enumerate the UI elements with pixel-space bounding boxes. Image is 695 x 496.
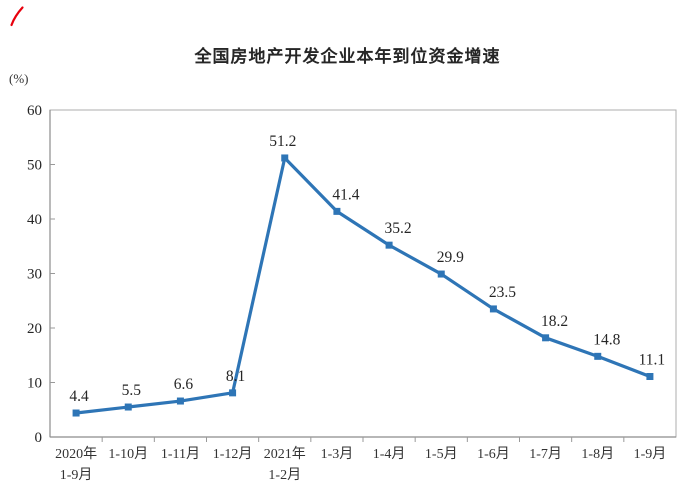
- data-point-marker: [385, 241, 393, 249]
- plot-border: [49, 109, 677, 438]
- chart-title: 全国房地产开发企业本年到位资金增速: [194, 47, 501, 66]
- x-category-label: 2021年 1-2月: [264, 446, 306, 483]
- data-value-label: 14.8: [593, 331, 620, 348]
- data-point-marker: [542, 334, 550, 342]
- data-point-marker: [437, 270, 445, 278]
- data-value-label: 35.2: [385, 220, 412, 237]
- data-point-marker: [594, 352, 602, 360]
- data-value-label: 4.4: [69, 388, 89, 405]
- data-series-line: [74, 156, 652, 415]
- y-tick-label: 20: [27, 321, 42, 337]
- data-value-label: 23.5: [489, 284, 516, 301]
- data-value-label: 29.9: [437, 249, 464, 266]
- x-category-label: 1-11月: [161, 446, 200, 462]
- x-category-label: 1-6月: [477, 446, 510, 462]
- data-point-marker: [333, 207, 341, 215]
- y-tick-label: 10: [27, 376, 42, 392]
- y-tick-label: 50: [27, 158, 42, 174]
- x-category-label: 1-9月: [634, 446, 667, 462]
- y-axis-unit-label: (%): [9, 71, 29, 86]
- data-value-labels: 4.4 5.5 6.6 8.1 51.2 41.4 35.2 29.9 23.5 18.2 14.8…: [69, 133, 665, 405]
- data-value-label: 51.2: [269, 133, 296, 150]
- x-axis-category-labels: 2020年 1-9月 1-10月 1-11月 1-12月 2021年 1-2月 1-3月 1-4…: [55, 446, 666, 483]
- data-value-label: 41.4: [332, 186, 359, 203]
- data-value-label: 11.1: [639, 352, 666, 369]
- data-value-label: 5.5: [122, 382, 142, 399]
- data-point-marker: [124, 403, 132, 411]
- data-value-label: 6.6: [174, 376, 194, 393]
- x-category-label: 1-7月: [529, 446, 562, 462]
- y-tick-label: 40: [27, 212, 42, 228]
- data-value-label: 18.2: [541, 313, 568, 330]
- series-polyline: [74, 156, 652, 415]
- x-category-label: 1-12月: [213, 446, 253, 462]
- x-category-label: 1-3月: [321, 446, 354, 462]
- data-point-marker: [281, 154, 289, 162]
- data-point-marker: [646, 373, 654, 381]
- axis-ticks: [50, 164, 625, 442]
- x-category-label: 2020年 1-9月: [55, 446, 97, 483]
- plot-border-rect: [49, 109, 677, 438]
- data-point-marker: [72, 409, 80, 417]
- red-pen-mark-icon: [10, 6, 24, 27]
- y-tick-label: 0: [35, 430, 43, 446]
- data-point-marker: [489, 305, 497, 313]
- y-tick-label: 60: [27, 103, 42, 119]
- y-axis-tick-labels: 0 10 20 30 40 50 60: [27, 103, 42, 446]
- data-point-marker: [176, 397, 184, 405]
- data-point-marker: [229, 389, 237, 397]
- x-category-label: 1-10月: [108, 446, 148, 462]
- x-category-label: 1-4月: [373, 446, 406, 462]
- y-tick-label: 30: [27, 267, 42, 283]
- data-value-label: 8.1: [226, 368, 245, 385]
- x-category-label: 1-8月: [581, 446, 614, 462]
- x-category-label: 1-5月: [425, 446, 458, 462]
- data-point-markers: [72, 154, 654, 417]
